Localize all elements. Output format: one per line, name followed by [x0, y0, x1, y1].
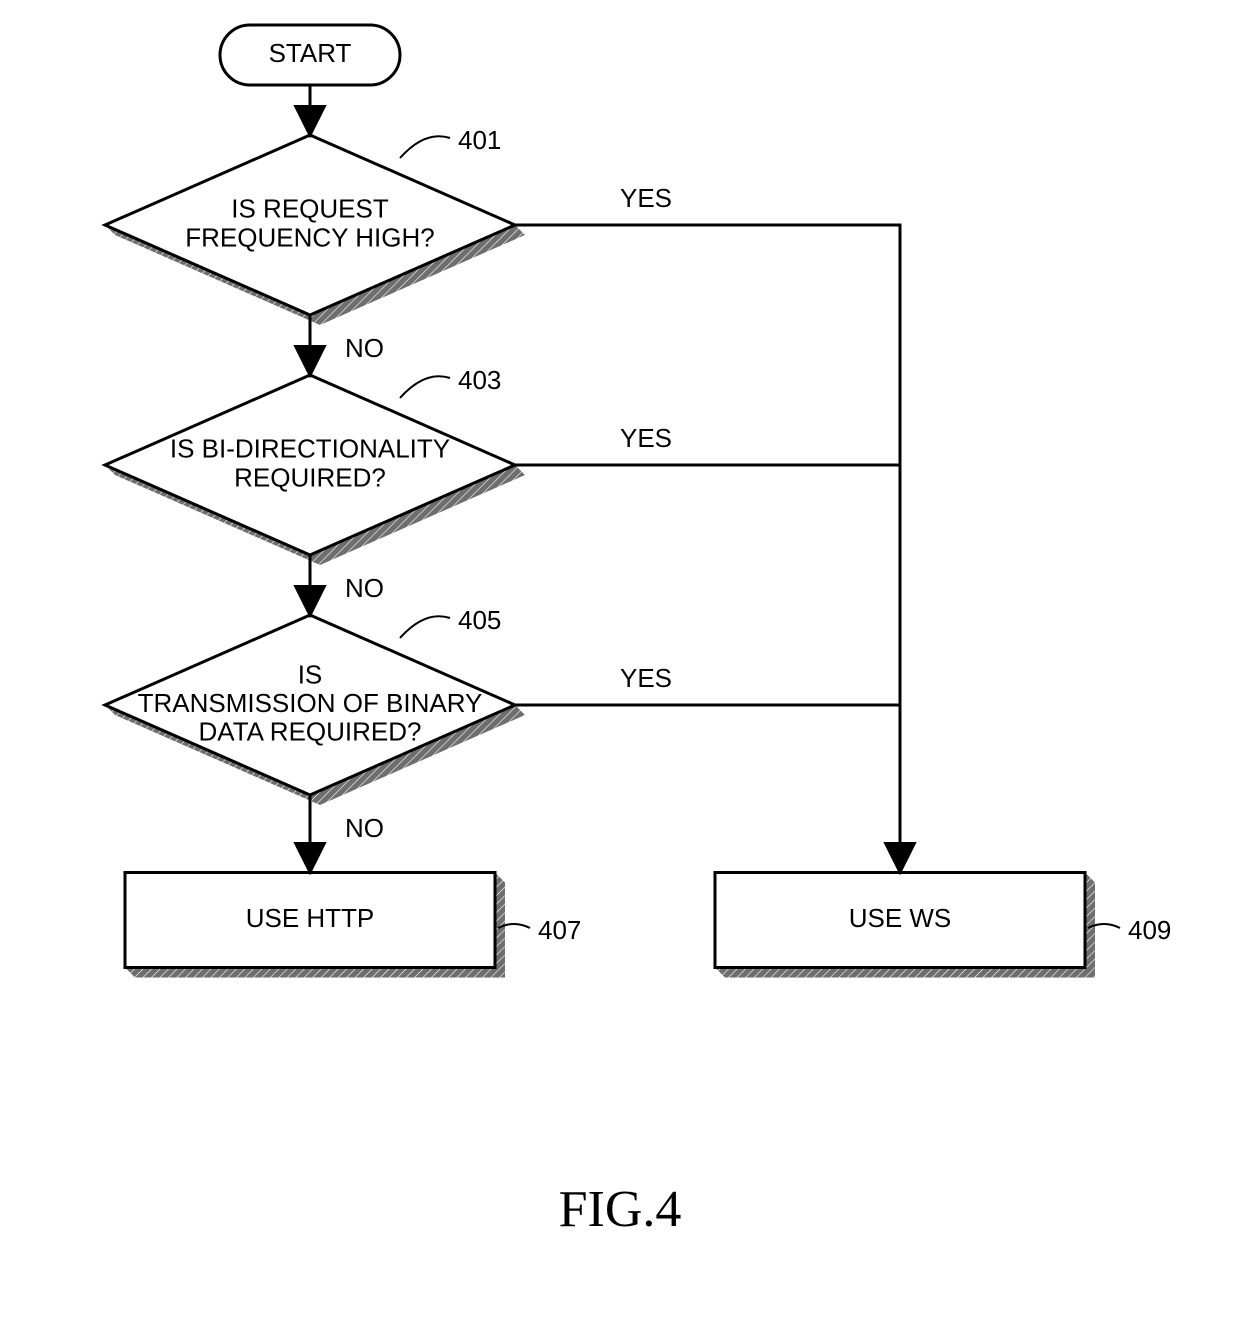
d401-leader [400, 136, 450, 158]
figure-caption: FIG.4 [0, 1180, 1240, 1239]
edge-5-label: YES [620, 423, 672, 453]
d401-ref: 401 [458, 125, 501, 155]
b407-text: USE HTTP [246, 903, 375, 933]
d403-ref: 403 [458, 365, 501, 395]
edge-3-label: NO [345, 813, 384, 843]
edge-4 [515, 225, 900, 872]
edge-6-label: YES [620, 663, 672, 693]
b409-ref: 409 [1128, 915, 1171, 945]
edge-4-label: YES [620, 183, 672, 213]
edge-2-label: NO [345, 573, 384, 603]
flowchart-figure: STARTIS REQUESTFREQUENCY HIGH?401IS BI-D… [0, 0, 1240, 1335]
edge-1-label: NO [345, 333, 384, 363]
start-label: START [269, 38, 352, 68]
d403-leader [400, 376, 450, 398]
d405-leader [400, 616, 450, 638]
d405-ref: 405 [458, 605, 501, 635]
b409-text: USE WS [849, 903, 952, 933]
b407-ref: 407 [538, 915, 581, 945]
